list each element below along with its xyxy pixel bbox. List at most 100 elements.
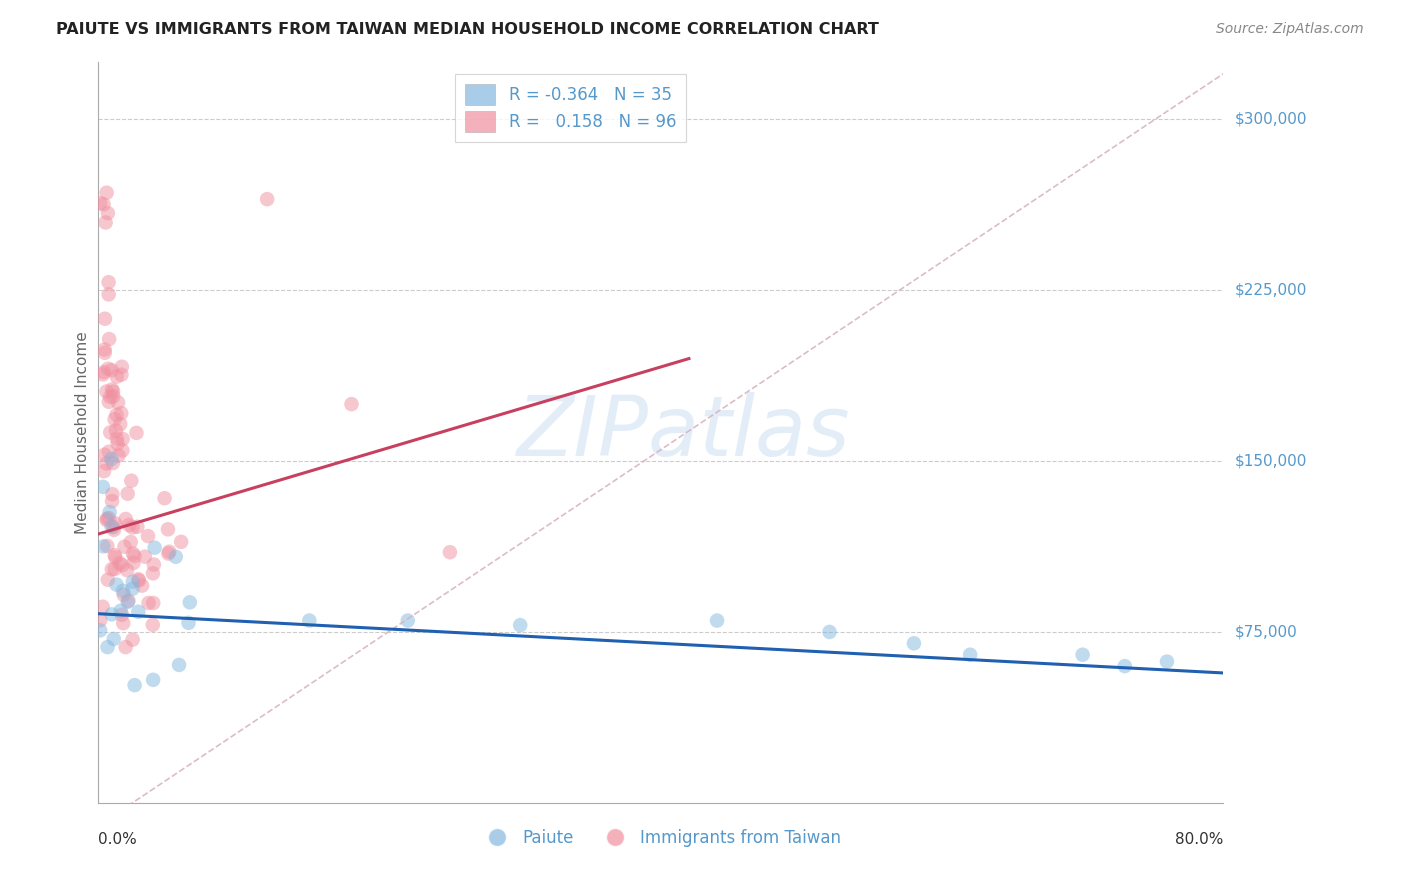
Point	[128, 574, 150, 588]
Point	[108, 417, 131, 432]
Point	[127, 572, 149, 586]
Point	[111, 443, 134, 458]
Point	[115, 563, 138, 577]
Point	[98, 390, 121, 404]
Point	[89, 613, 111, 627]
Point	[93, 464, 115, 478]
Point	[97, 444, 120, 458]
Point	[179, 595, 201, 609]
Point	[97, 206, 120, 220]
Point	[91, 480, 114, 494]
Point	[120, 535, 142, 549]
Point	[98, 332, 121, 346]
Point	[103, 520, 125, 534]
Point	[105, 577, 128, 591]
Text: PAIUTE VS IMMIGRANTS FROM TAIWAN MEDIAN HOUSEHOLD INCOME CORRELATION CHART: PAIUTE VS IMMIGRANTS FROM TAIWAN MEDIAN …	[56, 22, 879, 37]
Point	[117, 593, 139, 607]
Point	[96, 539, 118, 553]
Point	[101, 383, 124, 397]
Point	[97, 361, 120, 376]
Point	[121, 582, 143, 596]
Point	[96, 186, 118, 200]
Point	[127, 605, 149, 619]
Point	[157, 547, 180, 561]
Point	[105, 408, 128, 422]
Text: Source: ZipAtlas.com: Source: ZipAtlas.com	[1216, 22, 1364, 37]
Point	[105, 432, 128, 446]
Text: 0.0%: 0.0%	[98, 832, 138, 847]
Point	[94, 215, 117, 229]
Point	[167, 657, 190, 672]
Point	[104, 548, 127, 562]
Point	[96, 513, 118, 527]
Point	[340, 397, 363, 411]
Point	[94, 346, 117, 360]
Point	[138, 596, 160, 610]
Point	[112, 588, 135, 602]
Point	[96, 511, 118, 525]
Text: 80.0%: 80.0%	[1175, 832, 1223, 847]
Point	[127, 520, 149, 534]
Point	[142, 558, 165, 572]
Text: $75,000: $75,000	[1234, 624, 1298, 640]
Point	[101, 456, 124, 470]
Point	[97, 275, 120, 289]
Point	[103, 523, 125, 537]
Point	[110, 406, 132, 420]
Point	[101, 494, 124, 508]
Point	[103, 632, 125, 646]
Point	[131, 579, 153, 593]
Point	[1071, 648, 1094, 662]
Text: $300,000: $300,000	[1234, 112, 1306, 127]
Point	[134, 549, 156, 564]
Point	[91, 540, 114, 554]
Point	[114, 512, 136, 526]
Point	[89, 624, 111, 638]
Point	[165, 549, 187, 564]
Point	[142, 673, 165, 687]
Point	[111, 359, 134, 374]
Point	[111, 583, 134, 598]
Point	[93, 197, 115, 211]
Point	[122, 547, 145, 561]
Point	[142, 566, 165, 581]
Point	[97, 573, 120, 587]
Point	[298, 614, 321, 628]
Point	[177, 615, 200, 630]
Point	[97, 287, 120, 301]
Point	[170, 534, 193, 549]
Point	[121, 520, 143, 534]
Point	[121, 632, 143, 647]
Point	[124, 549, 146, 563]
Point	[114, 640, 136, 654]
Point	[105, 369, 128, 384]
Point	[101, 384, 124, 399]
Point	[96, 384, 118, 399]
Point	[96, 640, 118, 654]
Text: $225,000: $225,000	[1234, 283, 1306, 298]
Point	[103, 412, 125, 426]
Point	[509, 618, 531, 632]
Point	[114, 540, 136, 554]
Point	[706, 614, 728, 628]
Point	[93, 343, 115, 357]
Point	[112, 616, 135, 631]
Point	[93, 448, 115, 462]
Y-axis label: Median Household Income: Median Household Income	[75, 331, 90, 534]
Point	[959, 648, 981, 662]
Point	[100, 452, 122, 467]
Point	[136, 529, 159, 543]
Point	[118, 517, 141, 532]
Point	[122, 556, 145, 570]
Point	[104, 424, 127, 438]
Text: $150,000: $150,000	[1234, 454, 1306, 468]
Point	[94, 311, 117, 326]
Point	[91, 368, 114, 382]
Point	[107, 395, 129, 409]
Point	[96, 457, 118, 471]
Point	[156, 522, 179, 536]
Point	[107, 449, 129, 463]
Point	[1156, 655, 1178, 669]
Point	[117, 486, 139, 500]
Point	[104, 516, 127, 531]
